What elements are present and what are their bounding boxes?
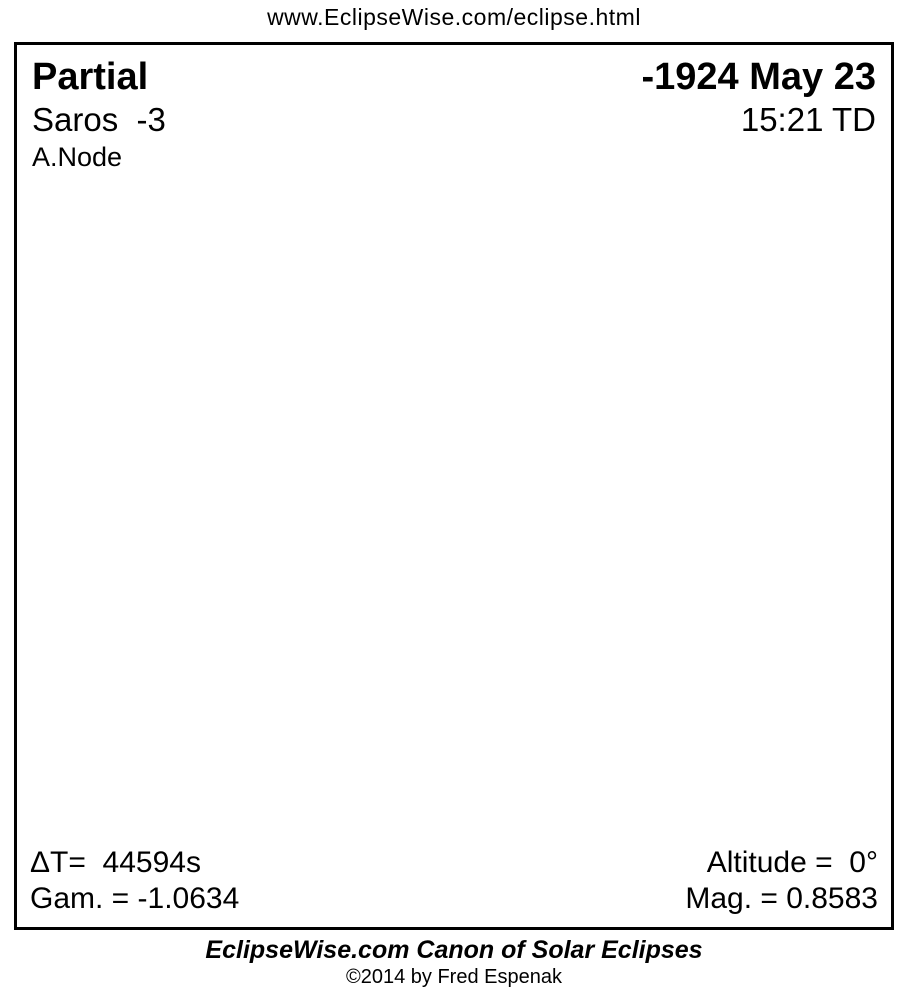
magnitude-label: Mag. = 0.8583 — [685, 882, 878, 915]
node-label: A.Node — [32, 142, 123, 172]
gamma-label: Gam. = -1.0634 — [30, 882, 240, 915]
delta-t-label: ΔT= 44594s — [30, 846, 201, 879]
footer-title: EclipseWise.com Canon of Solar Eclipses — [205, 936, 703, 964]
eclipse-date-label: -1924 May 23 — [641, 56, 877, 98]
saros-label: Saros -3 — [32, 101, 166, 138]
altitude-label: Altitude = 0° — [706, 846, 878, 879]
eclipse-type-label: Partial — [32, 56, 149, 98]
page-url-text: www.EclipseWise.com/eclipse.html — [267, 4, 641, 30]
footer-copyright: ©2014 by Fred Espenak — [346, 966, 562, 988]
map-frame — [14, 42, 894, 930]
eclipse-time-label: 15:21 TD — [740, 101, 876, 138]
